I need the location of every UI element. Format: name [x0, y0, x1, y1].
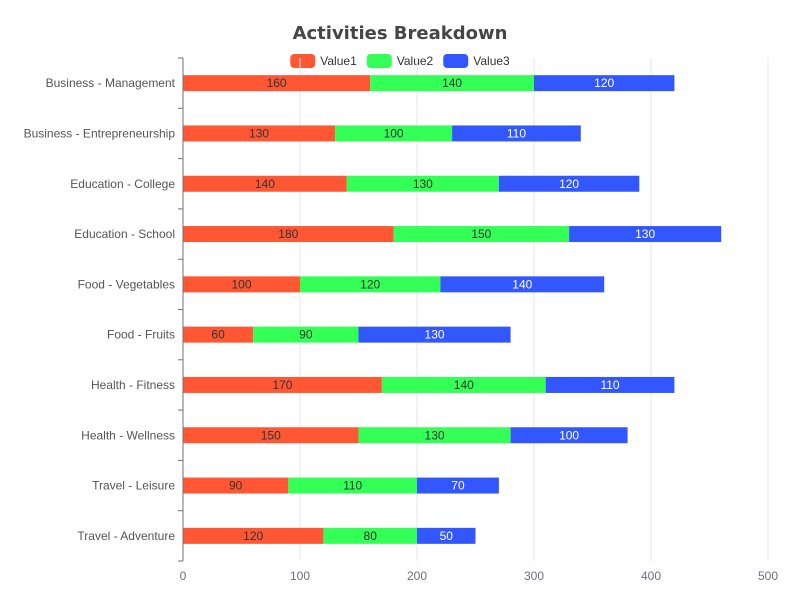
- bars: 160 140 120 130 100 110 140 130 120 180 150 130 100 1…: [183, 75, 722, 544]
- bar-segment[interactable]: [288, 477, 417, 494]
- data-label: 130: [249, 126, 269, 140]
- bar-segment[interactable]: [417, 527, 476, 544]
- x-tick-label: 500: [758, 569, 778, 583]
- legend-swatch: [443, 54, 469, 68]
- bar-segment[interactable]: [183, 326, 254, 343]
- category-label: Food - Fruits: [107, 328, 175, 342]
- data-label: 100: [559, 428, 579, 442]
- data-label: 130: [425, 428, 445, 442]
- x-tick-label: 0: [180, 569, 187, 583]
- legend-label: Value3: [473, 54, 510, 68]
- data-label: 80: [364, 529, 378, 543]
- data-label: 140: [255, 177, 275, 191]
- data-label: 140: [442, 76, 462, 90]
- data-label: 50: [440, 529, 454, 543]
- category-label: Education - College: [70, 177, 175, 191]
- legend-label: Value2: [397, 54, 434, 68]
- bar-segment[interactable]: [335, 125, 453, 142]
- data-label: 170: [272, 378, 292, 392]
- bar-segment[interactable]: [440, 276, 605, 293]
- bar-segment[interactable]: [358, 427, 511, 444]
- bar-segment[interactable]: [358, 326, 511, 343]
- data-label: 150: [261, 428, 281, 442]
- data-label: 110: [343, 479, 362, 493]
- bar-segment[interactable]: [381, 376, 546, 393]
- bar-segment[interactable]: [183, 376, 382, 393]
- category-label: Food - Vegetables: [78, 277, 175, 291]
- data-label: 100: [384, 126, 404, 140]
- data-label: 130: [413, 177, 433, 191]
- bar-segment[interactable]: [346, 175, 499, 192]
- data-label: 90: [229, 479, 243, 493]
- legend-swatch: [366, 54, 392, 68]
- bar-segment[interactable]: [183, 527, 324, 544]
- category-label: Business - Entrepreneurship: [24, 126, 176, 140]
- legend-swatch: [290, 54, 316, 68]
- data-label: 140: [512, 277, 532, 291]
- data-label: 110: [507, 126, 526, 140]
- data-label: 70: [451, 479, 465, 493]
- bar-segment[interactable]: [183, 175, 347, 192]
- data-label: 120: [594, 76, 614, 90]
- legend-label: Value1: [320, 54, 357, 68]
- bar-segment[interactable]: [323, 527, 417, 544]
- data-label: 130: [635, 227, 655, 241]
- category-label: Travel - Leisure: [92, 479, 175, 493]
- axes: 0 100 200 300 400 500 Business - Management Bus…: [24, 57, 778, 583]
- data-label: 100: [231, 277, 251, 291]
- legend-item[interactable]: Value1: [290, 54, 357, 68]
- bar-segment[interactable]: [183, 276, 300, 293]
- x-tick-label: 300: [524, 569, 544, 583]
- grid-lines: [299, 58, 769, 561]
- bar-segment[interactable]: [569, 226, 722, 243]
- category-label: Health - Fitness: [91, 378, 175, 392]
- data-label: 60: [211, 328, 225, 342]
- bar-segment[interactable]: [183, 75, 371, 92]
- data-label: 130: [425, 328, 445, 342]
- bar-segment[interactable]: [300, 276, 441, 293]
- x-tick-label: 100: [290, 569, 310, 583]
- bar-segment[interactable]: [452, 125, 581, 142]
- bar-segment[interactable]: [510, 427, 628, 444]
- legend-item[interactable]: Value2: [366, 54, 434, 68]
- data-label: 150: [471, 227, 491, 241]
- bar-segment[interactable]: [393, 226, 570, 243]
- bar-segment[interactable]: [183, 477, 289, 494]
- bar-segment[interactable]: [534, 75, 675, 92]
- data-label: 120: [243, 529, 263, 543]
- bar-segment[interactable]: [183, 125, 336, 142]
- bar-segment[interactable]: [417, 477, 499, 494]
- x-tick-label: 400: [641, 569, 661, 583]
- data-label: 140: [454, 378, 474, 392]
- bar-segment[interactable]: [545, 376, 675, 393]
- data-label: 160: [267, 76, 287, 90]
- category-label: Travel - Adventure: [77, 529, 175, 543]
- category-label: Health - Wellness: [81, 428, 175, 442]
- bar-segment[interactable]: [253, 326, 359, 343]
- data-label: 180: [278, 227, 298, 241]
- legend-item[interactable]: Value3: [443, 54, 510, 68]
- bar-segment[interactable]: [183, 427, 359, 444]
- bar-segment[interactable]: [370, 75, 534, 92]
- chart-title: Activities Breakdown: [293, 23, 508, 44]
- legend[interactable]: Value1 Value2 Value3: [290, 54, 510, 68]
- data-label: 110: [600, 378, 619, 392]
- bar-segment[interactable]: [183, 226, 394, 243]
- x-tick-label: 200: [407, 569, 427, 583]
- category-label: Business - Management: [46, 76, 176, 90]
- data-label: 120: [559, 177, 579, 191]
- data-label: 120: [360, 277, 380, 291]
- data-label: 90: [299, 328, 313, 342]
- category-label: Education - School: [74, 227, 175, 241]
- bar-segment[interactable]: [498, 175, 640, 192]
